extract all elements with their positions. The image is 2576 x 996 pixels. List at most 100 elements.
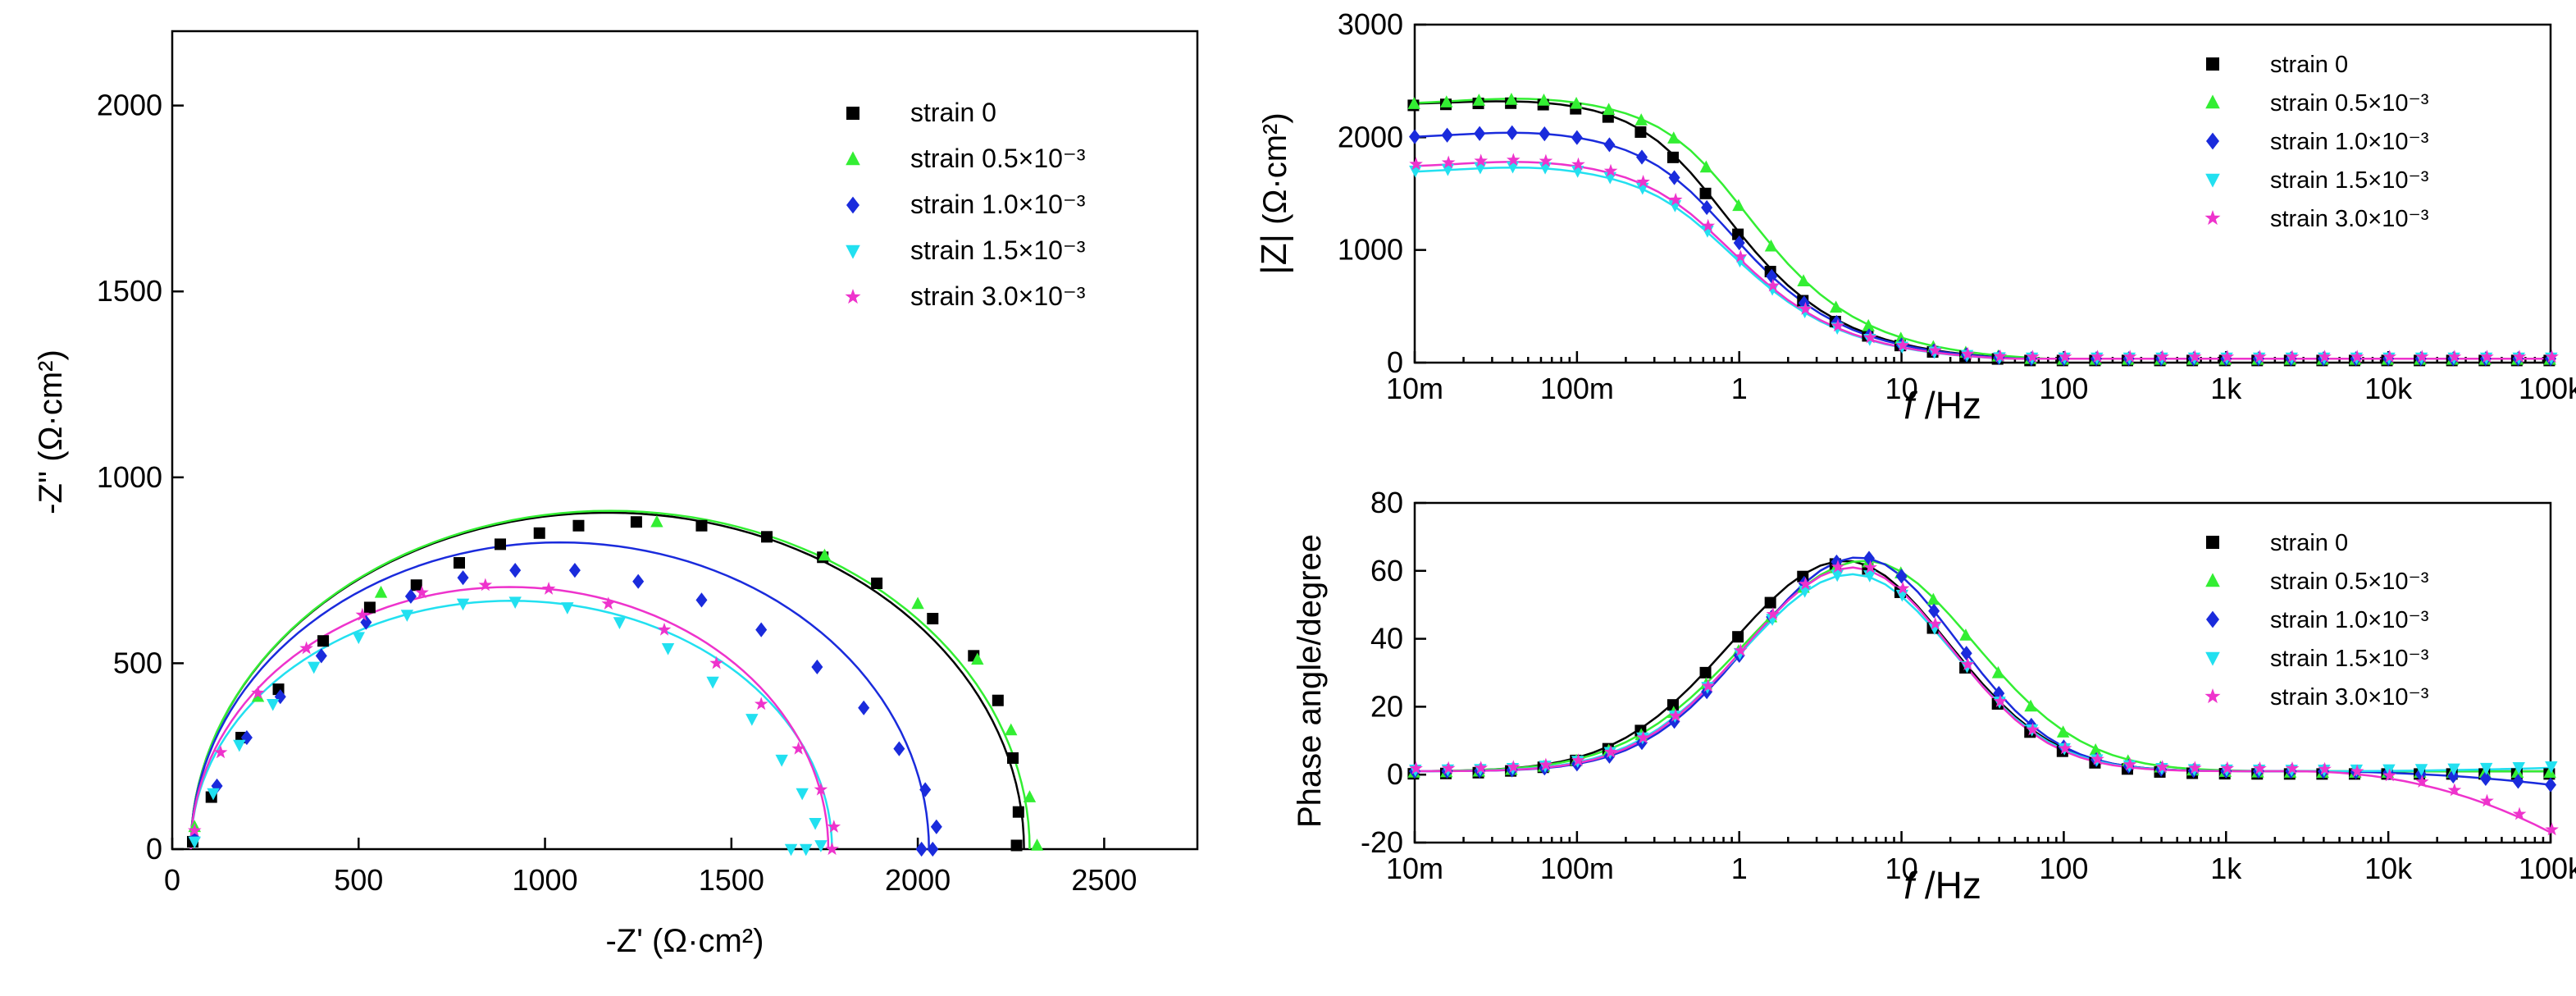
data-point xyxy=(251,685,265,699)
data-point xyxy=(1668,192,1683,206)
data-point xyxy=(1797,274,1810,286)
data-point xyxy=(1636,730,1650,744)
data-point xyxy=(706,676,719,689)
data-point xyxy=(1699,160,1713,173)
data-point xyxy=(1636,175,1650,188)
data-point xyxy=(1603,744,1618,758)
y-tick-label: 1500 xyxy=(97,274,162,308)
data-point xyxy=(745,714,759,726)
data-point xyxy=(871,577,883,589)
data-point xyxy=(1926,592,1940,605)
data-point xyxy=(2026,722,2040,736)
bode-phase-plot: 10m 100m 1 10 100 1k 10k 100k -20 0 20 40 60 80 f /Hz P… xyxy=(1292,486,2576,907)
data-point xyxy=(1441,127,1453,143)
data-point xyxy=(1732,228,1744,240)
data-point xyxy=(1928,603,1940,619)
data-point xyxy=(1863,560,1877,573)
data-point xyxy=(213,745,228,759)
legend-marker xyxy=(2205,173,2220,188)
data-point xyxy=(2188,761,2202,774)
data-point xyxy=(1539,757,1553,771)
data-point xyxy=(2545,350,2559,363)
legend-label: strain 0 xyxy=(910,98,996,127)
y-tick-label: 20 xyxy=(1370,689,1403,723)
data-point xyxy=(2058,350,2072,363)
data-point xyxy=(233,739,246,752)
legend-label: strain 3.0×10⁻³ xyxy=(910,281,1086,311)
data-point xyxy=(1441,761,1456,774)
legend-label: strain 1.0×10⁻³ xyxy=(910,190,1086,219)
data-point xyxy=(1474,761,1489,774)
legend-marker xyxy=(845,289,861,304)
plot-frame xyxy=(171,30,1199,851)
data-point xyxy=(657,622,672,636)
data-point xyxy=(761,531,773,543)
data-point xyxy=(2480,350,2494,363)
data-point xyxy=(188,836,201,849)
data-point xyxy=(818,548,832,561)
x-tick-label: 1 xyxy=(1731,852,1748,885)
fit-curve-strain-1-5-10 xyxy=(1414,166,2551,360)
data-point xyxy=(814,782,828,796)
data-point xyxy=(1474,153,1489,167)
data-point xyxy=(456,598,470,611)
x-tick-label: 500 xyxy=(334,863,383,897)
data-point xyxy=(1829,300,1843,313)
data-point xyxy=(1668,708,1683,722)
x-axis-label-unit: /Hz xyxy=(1914,384,1981,427)
data-point xyxy=(2382,768,2397,782)
y-tick-label: 2000 xyxy=(1338,120,1403,153)
data-point xyxy=(2447,783,2462,797)
data-point xyxy=(1734,249,1748,263)
legend-label: strain 0 xyxy=(2270,530,2348,556)
x-tick-label: 1500 xyxy=(699,863,764,897)
data-point xyxy=(355,607,370,621)
x-axis-label-f: f xyxy=(1904,864,1917,907)
data-point xyxy=(2545,761,2558,774)
legend-marker xyxy=(2205,94,2220,109)
data-point xyxy=(2253,350,2267,363)
data-point xyxy=(2056,725,2070,738)
data-point xyxy=(661,642,675,656)
y-tick-label: 0 xyxy=(1387,345,1403,379)
data-point xyxy=(2122,350,2137,363)
data-point xyxy=(1733,235,1745,251)
data-point xyxy=(207,788,220,801)
data-point xyxy=(1409,761,1423,774)
nyquist-plot: 0 500 1000 1500 2000 2500 0 500 1000 1500 2000 -Z' … xyxy=(33,30,1199,959)
x-tick-label: 10 xyxy=(1885,852,1918,885)
data-point xyxy=(1507,153,1521,167)
data-point xyxy=(317,635,330,647)
data-point xyxy=(2253,761,2267,774)
y-tick-label: 80 xyxy=(1370,486,1403,519)
data-point xyxy=(1766,607,1780,620)
data-point xyxy=(1764,596,1776,609)
data-point xyxy=(1409,157,1423,171)
data-point xyxy=(1993,686,2005,701)
data-point xyxy=(1474,126,1486,141)
data-point xyxy=(2447,350,2462,363)
data-point xyxy=(2545,777,2556,793)
fit-curve-strain-0 xyxy=(189,511,1025,850)
legend-label: strain 1.5×10⁻³ xyxy=(2270,646,2429,672)
data-point xyxy=(2512,762,2525,774)
data-point xyxy=(400,610,414,622)
data-point xyxy=(1993,694,2008,707)
legend-marker xyxy=(846,196,859,214)
data-point xyxy=(2024,699,2037,712)
data-point xyxy=(1766,278,1780,292)
x-tick-label: 2500 xyxy=(1071,863,1137,897)
data-point xyxy=(2382,350,2397,363)
data-point xyxy=(2447,768,2460,784)
data-point xyxy=(1895,338,1910,352)
fit-curve-strain-1-5-10 xyxy=(189,600,833,850)
data-point xyxy=(784,843,798,857)
data-point xyxy=(572,519,585,532)
data-point xyxy=(1701,218,1716,232)
data-point xyxy=(695,519,708,532)
x-axis-label: -Z' (Ω·cm²) xyxy=(605,923,764,959)
data-point xyxy=(1701,199,1713,216)
data-point xyxy=(1440,95,1453,107)
data-point xyxy=(1799,577,1812,591)
data-point xyxy=(188,823,202,837)
